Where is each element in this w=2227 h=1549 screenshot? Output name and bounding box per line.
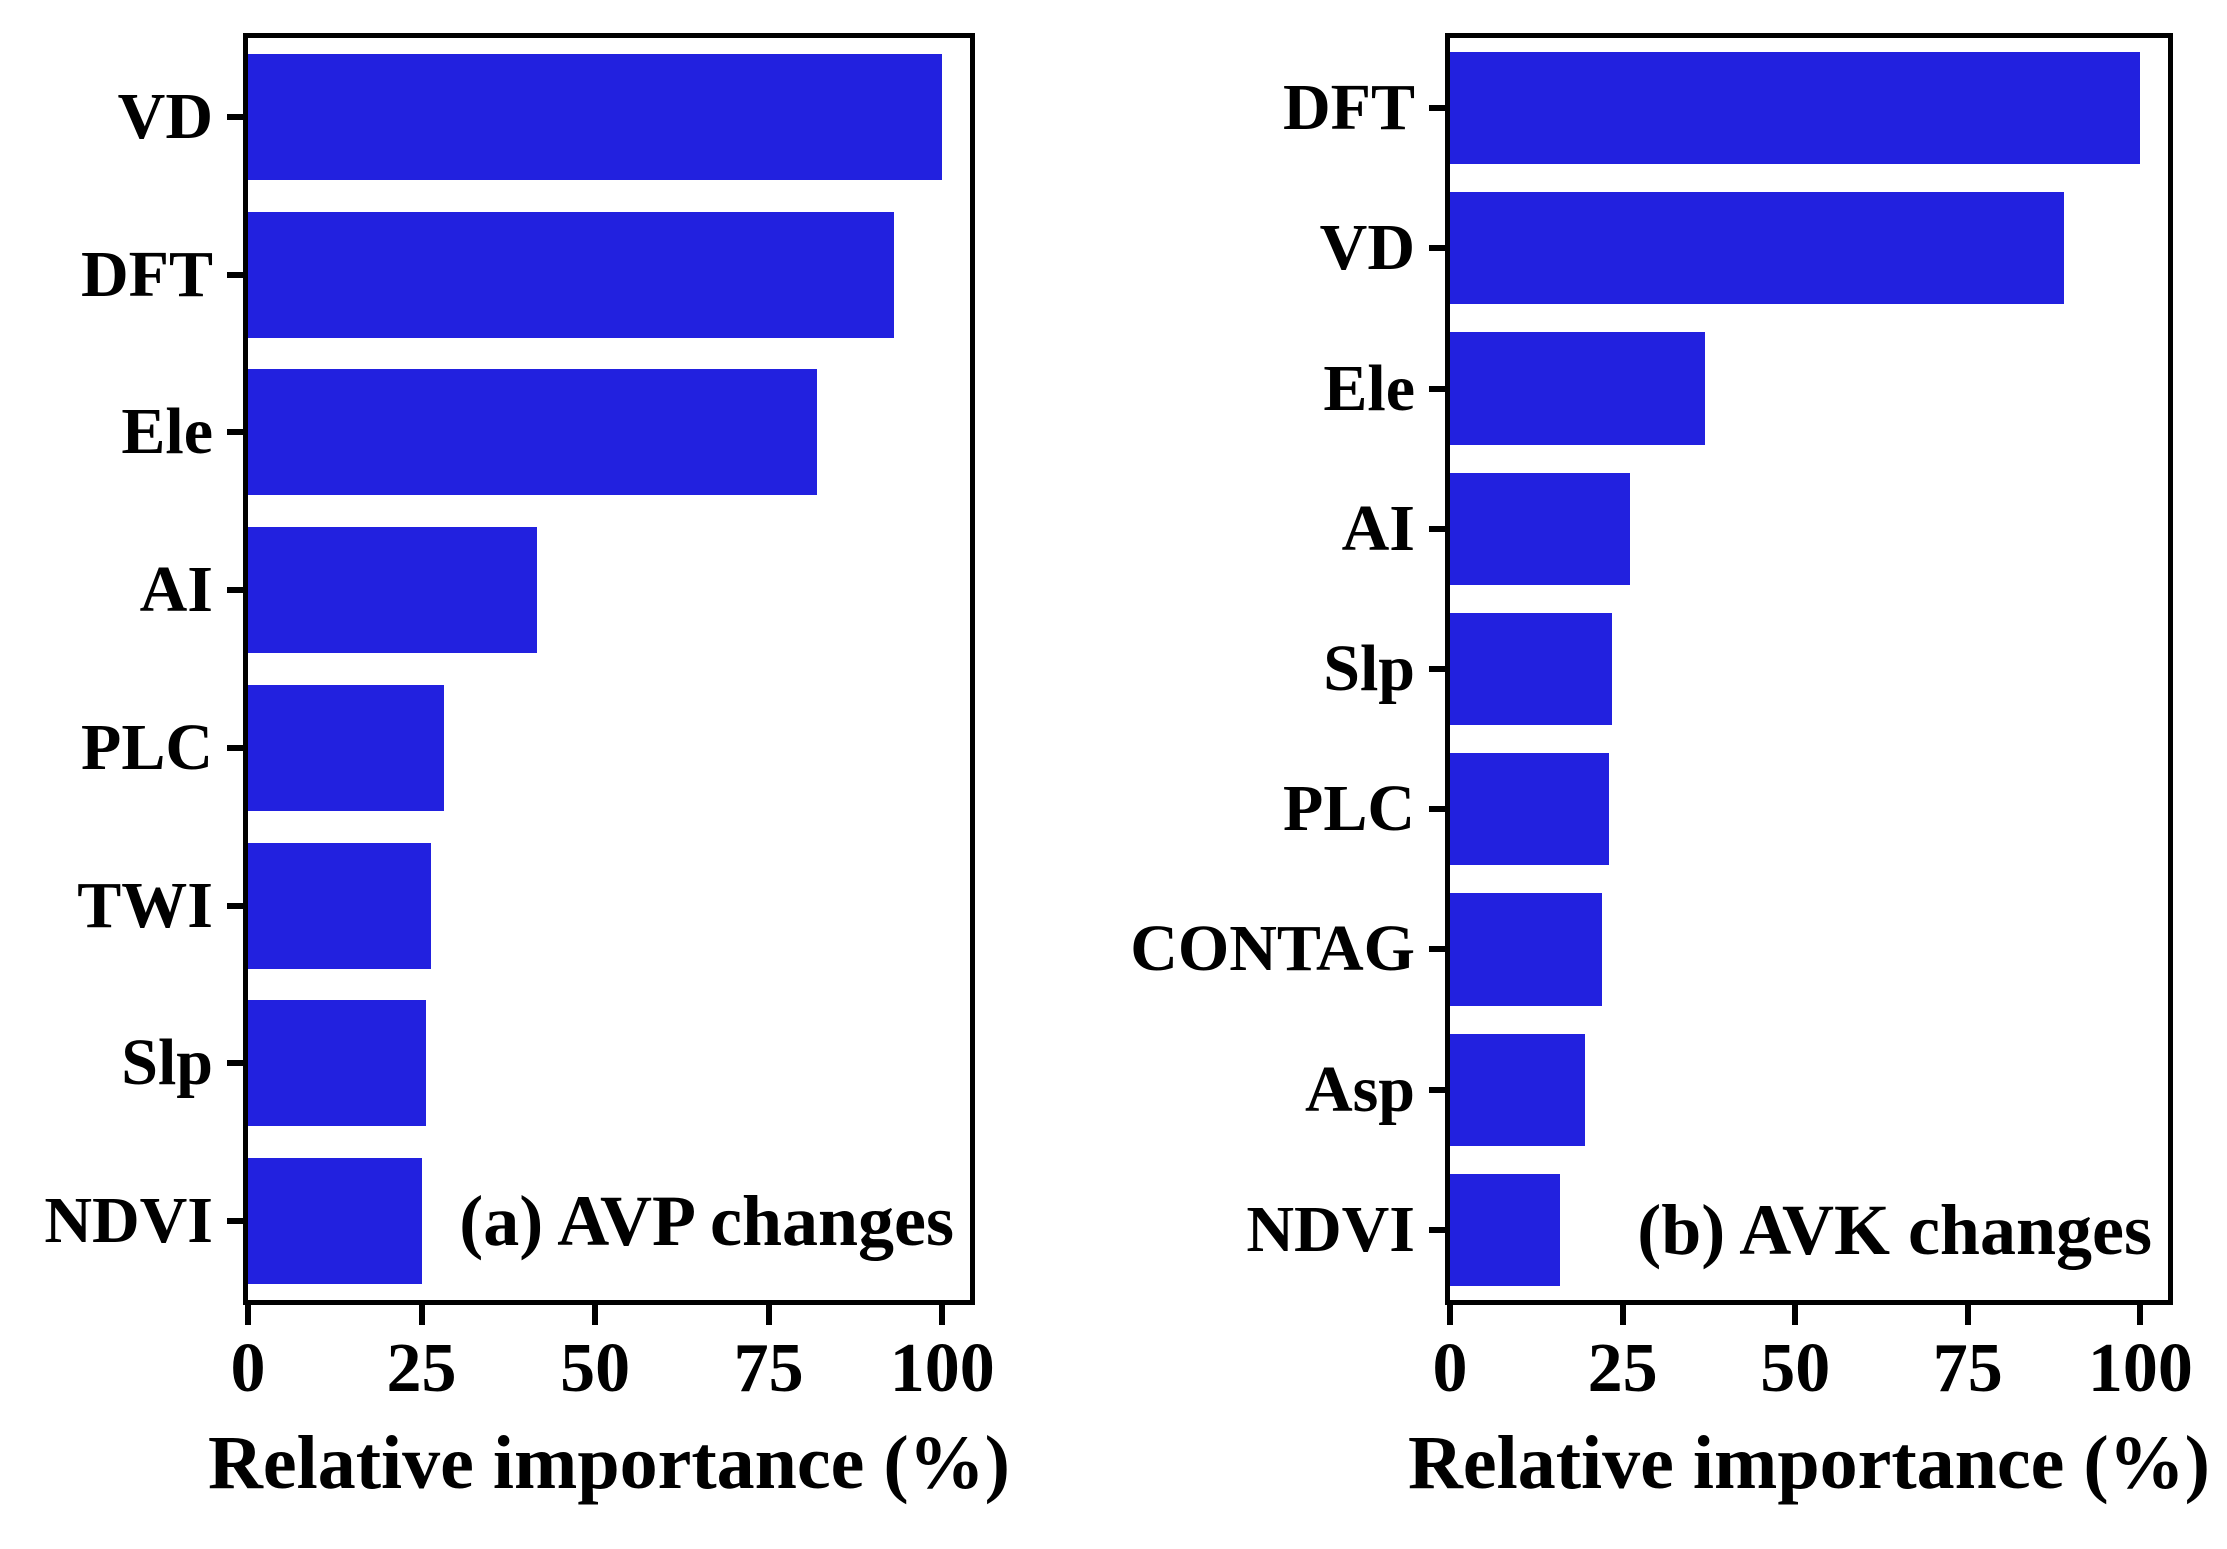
x-tick-label-50: 50 — [1760, 1330, 1831, 1407]
bar-Slp — [1450, 612, 1613, 726]
panel-a-caption: (a) AVP changes — [459, 1181, 954, 1262]
y-axis-label-DFT: DFT — [1283, 71, 1415, 145]
x-tick-label-75: 75 — [1932, 1330, 2003, 1407]
y-axis-label-TWI: TWI — [77, 868, 213, 942]
x-tick-mark — [1792, 1305, 1799, 1325]
y-tick-mark — [1429, 666, 1445, 672]
y-tick-mark — [1429, 946, 1445, 953]
bar-VD — [1450, 192, 2065, 305]
x-tick-mark — [939, 1305, 946, 1325]
y-tick-mark — [227, 744, 243, 751]
y-axis-label-Ele: Ele — [121, 395, 213, 469]
x-axis-title-avp: Relative importance (%) — [208, 1421, 1010, 1505]
y-axis-label-DFT: DFT — [81, 237, 213, 311]
bar-NDVI — [248, 1158, 422, 1285]
y-tick-mark — [227, 271, 243, 278]
x-tick-label-0: 0 — [1432, 1330, 1468, 1407]
y-axis-label-AI: AI — [1341, 491, 1415, 565]
x-tick-mark — [1619, 1305, 1626, 1325]
bar-CONTAG — [1450, 893, 1602, 1006]
plot-area-avp — [243, 33, 975, 1305]
y-axis-label-NDVI: NDVI — [1246, 1192, 1415, 1266]
bar-NDVI — [1450, 1173, 1561, 1286]
x-tick-mark — [592, 1305, 599, 1325]
bar-Ele — [248, 369, 818, 496]
x-tick-label-0: 0 — [230, 1330, 266, 1407]
y-tick-mark — [1429, 105, 1445, 112]
bar-DFT — [1450, 52, 2141, 165]
x-tick-mark — [1447, 1305, 1453, 1325]
x-tick-label-25: 25 — [1587, 1330, 1658, 1407]
x-tick-mark — [2137, 1305, 2144, 1325]
y-axis-label-PLC: PLC — [81, 710, 213, 784]
y-tick-mark — [227, 587, 243, 594]
y-axis-label-Ele: Ele — [1323, 351, 1415, 425]
x-tick-label-75: 75 — [733, 1330, 804, 1407]
y-tick-mark — [227, 1218, 243, 1225]
x-tick-mark — [765, 1305, 772, 1325]
plot-area-avk — [1445, 33, 2173, 1305]
y-axis-label-Asp: Asp — [1304, 1052, 1415, 1126]
y-axis-label-Slp: Slp — [1323, 632, 1415, 705]
y-axis-label-VD: VD — [1319, 211, 1415, 285]
y-tick-mark — [227, 1060, 243, 1067]
y-tick-mark — [227, 113, 243, 120]
bar-Ele — [1450, 332, 1706, 445]
y-tick-mark — [227, 429, 243, 436]
y-tick-mark — [1429, 385, 1445, 392]
y-axis-label-AI: AI — [139, 553, 213, 627]
x-axis-title-avk: Relative importance (%) — [1408, 1421, 2210, 1505]
bar-AI — [1450, 472, 1630, 585]
bar-Asp — [1450, 1033, 1585, 1146]
bar-PLC — [248, 684, 445, 811]
bar-Slp — [248, 1000, 427, 1127]
y-tick-mark — [1429, 245, 1445, 252]
y-axis-label-PLC: PLC — [1283, 772, 1415, 846]
y-tick-mark — [1429, 1086, 1445, 1093]
x-tick-label-25: 25 — [386, 1330, 457, 1407]
bar-PLC — [1450, 753, 1609, 866]
y-tick-mark — [1429, 806, 1445, 813]
y-axis-label-CONTAG: CONTAG — [1130, 912, 1415, 986]
x-tick-label-100: 100 — [2087, 1330, 2193, 1407]
bar-DFT — [248, 211, 894, 338]
panel-b-caption: (b) AVK changes — [1637, 1189, 2152, 1270]
y-axis-label-VD: VD — [117, 79, 213, 153]
bar-VD — [248, 53, 943, 180]
y-tick-mark — [1429, 1226, 1445, 1233]
y-tick-mark — [227, 902, 243, 909]
y-tick-mark — [1429, 525, 1445, 532]
x-tick-label-50: 50 — [560, 1330, 631, 1407]
bar-TWI — [248, 842, 431, 969]
x-tick-mark — [418, 1305, 425, 1325]
y-axis-label-Slp: Slp — [121, 1026, 213, 1100]
y-axis-label-NDVI: NDVI — [44, 1184, 213, 1258]
x-tick-mark — [245, 1305, 251, 1325]
x-tick-mark — [1964, 1305, 1971, 1325]
x-tick-label-100: 100 — [889, 1330, 995, 1407]
bar-AI — [248, 527, 538, 654]
